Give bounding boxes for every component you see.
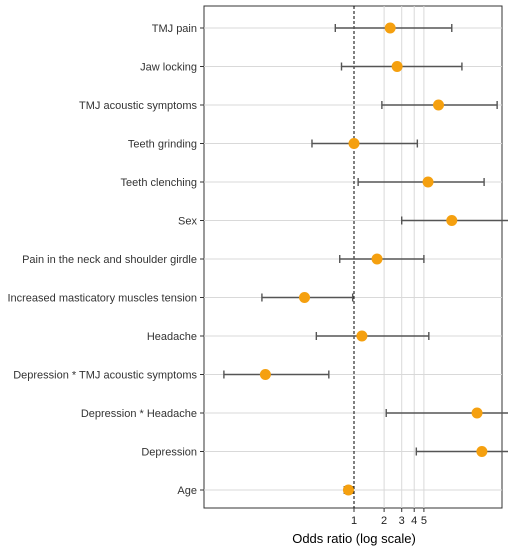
odds-ratio-point [371, 253, 383, 265]
rows-layer [223, 22, 508, 496]
category-labels: TMJ pain Jaw locking TMJ acoustic symptoms… [7, 23, 204, 497]
forest-row [339, 253, 425, 265]
forest-row [340, 61, 463, 72]
x-tick-label: 5 [421, 515, 427, 527]
category-label: Headache [147, 331, 197, 343]
odds-ratio-point [471, 407, 483, 419]
x-tick-label: 3 [399, 515, 405, 527]
odds-ratio-point [391, 61, 403, 72]
forest-row [401, 215, 508, 226]
category-label: TMJ acoustic symptoms [79, 100, 197, 112]
x-axis-title: Odds ratio (log scale) [292, 531, 416, 546]
forest-row [415, 446, 508, 457]
odds-ratio-point [422, 176, 434, 188]
category-label: Teeth clenching [121, 177, 197, 189]
category-label: Depression * Headache [81, 408, 197, 420]
odds-ratio-point [476, 446, 488, 457]
forest-row [261, 292, 354, 303]
odds-ratio-point [446, 215, 458, 226]
odds-ratio-point [259, 369, 271, 380]
odds-ratio-point [356, 330, 368, 342]
category-label: Sex [178, 216, 197, 228]
category-label: Jaw locking [140, 62, 197, 74]
forest-row [357, 176, 485, 188]
x-tick-label: 2 [381, 515, 387, 527]
forest-row [342, 484, 354, 496]
forest-row [223, 369, 330, 380]
odds-ratio-point [342, 484, 354, 496]
category-label: Depression * TMJ acoustic symptoms [13, 370, 197, 382]
category-label: Increased masticatory muscles tension [7, 293, 197, 305]
category-label: Teeth grinding [128, 139, 197, 151]
plot-panel [203, 5, 503, 509]
odds-ratio-point [433, 99, 445, 111]
x-tick-label: 1 [351, 515, 357, 527]
odds-ratio-point [384, 22, 396, 34]
category-label: Depression [141, 447, 197, 459]
forest-row [311, 138, 419, 149]
odds-ratio-point [299, 292, 311, 303]
x-tick-label: 4 [411, 515, 417, 527]
category-label: Pain in the neck and shoulder girdle [22, 254, 197, 266]
forest-row [381, 99, 498, 111]
forest-row [334, 22, 453, 34]
category-label: Age [177, 485, 197, 497]
odds-ratio-point [348, 138, 360, 149]
category-label: TMJ pain [152, 23, 197, 35]
forest-row [315, 330, 430, 342]
forest-row [385, 407, 508, 419]
